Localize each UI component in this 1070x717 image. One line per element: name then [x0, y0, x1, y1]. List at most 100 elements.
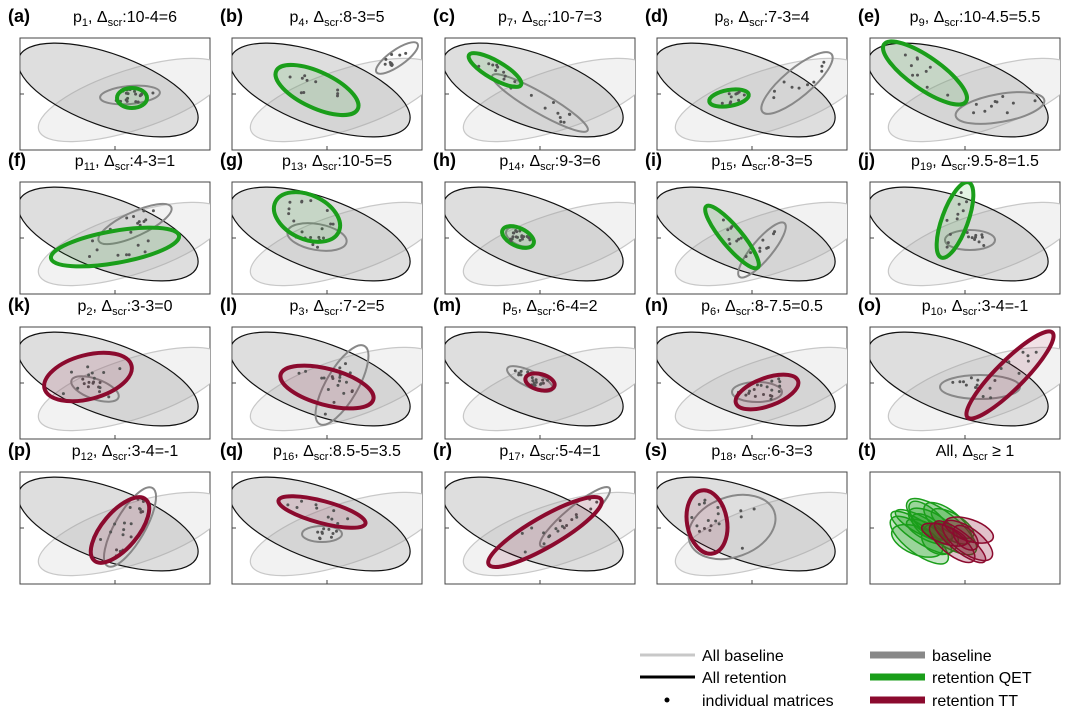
- title-part: 14: [508, 161, 520, 173]
- matrix-dot: [1001, 95, 1005, 99]
- panel-title: p3, Δscr:7-2=5: [289, 298, 384, 318]
- matrix-dot: [822, 60, 826, 64]
- matrix-dot: [338, 366, 342, 370]
- matrix-dot: [546, 378, 550, 382]
- retention-qet: [930, 507, 975, 539]
- matrix-dot: [318, 536, 322, 540]
- matrix-dot: [311, 243, 315, 247]
- matrix-dot: [297, 371, 301, 375]
- matrix-dot: [314, 80, 318, 84]
- matrix-dot: [336, 383, 340, 387]
- matrix-dot: [1007, 360, 1011, 364]
- baseline: [301, 525, 343, 543]
- matrix-dot: [957, 202, 961, 206]
- title-part: p: [77, 298, 86, 315]
- title-part: p: [289, 9, 298, 26]
- matrix-dot: [748, 389, 752, 393]
- matrix-dot: [300, 199, 304, 203]
- matrix-dot: [325, 209, 329, 213]
- title-part: p: [73, 9, 82, 26]
- matrix-dot: [330, 375, 334, 379]
- matrix-dot: [565, 524, 569, 528]
- panel-title: p9, Δscr:10-4.5=5.5: [910, 9, 1041, 29]
- all-baseline: [249, 346, 422, 432]
- matrix-dot: [777, 377, 781, 381]
- matrix-dot: [558, 519, 562, 523]
- matrix-dot: [519, 373, 523, 377]
- title-part: All, Δ: [936, 443, 974, 460]
- matrix-dot: [982, 244, 986, 248]
- panel-plot: [445, 476, 635, 577]
- panel: [656, 181, 848, 295]
- matrix-dot: [95, 248, 99, 252]
- all-retention: [870, 42, 1049, 138]
- title-part: 1: [82, 17, 88, 29]
- matrix-dot: [993, 378, 997, 382]
- matrix-dot: [541, 381, 545, 385]
- matrix-dot: [720, 101, 724, 105]
- matrix-dot: [690, 516, 694, 520]
- matrix-dot: [1026, 354, 1030, 358]
- panel: [869, 181, 1061, 295]
- all-retention: [657, 331, 836, 427]
- matrix-dot: [695, 524, 699, 528]
- retention: [486, 495, 604, 569]
- matrix-dot: [790, 85, 794, 89]
- matrix-dot: [961, 209, 965, 213]
- matrix-dot: [728, 242, 732, 246]
- matrix-dot: [965, 200, 969, 204]
- matrix-dot: [321, 236, 325, 240]
- retention: [273, 62, 361, 118]
- title-part: , Δ: [294, 443, 314, 460]
- matrix-dot: [716, 505, 720, 509]
- matrix-dot: [124, 98, 128, 102]
- title-part: :6-4=2: [552, 298, 598, 315]
- matrix-dot: [752, 507, 756, 511]
- matrix-dot: [287, 207, 291, 211]
- matrix-dot: [703, 498, 707, 502]
- all-baseline: [462, 346, 635, 432]
- baseline: [944, 229, 996, 251]
- matrix-dot: [502, 70, 506, 74]
- matrix-dot: [735, 239, 739, 243]
- baseline: [687, 493, 777, 561]
- matrix-dot: [136, 243, 140, 247]
- matrix-dot: [102, 370, 106, 374]
- matrix-dot: [752, 387, 756, 391]
- title-part: :8-3=5: [767, 153, 813, 170]
- panel-letter: (m): [433, 295, 461, 315]
- all-baseline: [462, 491, 635, 577]
- legend-label: All retention: [702, 670, 787, 687]
- matrix-dot: [1034, 350, 1038, 354]
- baseline: [314, 344, 370, 426]
- matrix-dot: [523, 550, 527, 554]
- matrix-dot: [109, 530, 113, 534]
- title-part: , Δ: [304, 9, 324, 26]
- panel-letter: (f): [8, 150, 26, 170]
- title-part: :7-3=4: [764, 9, 810, 26]
- matrix-dot: [945, 218, 949, 222]
- matrix-dot: [1017, 371, 1021, 375]
- panel-plot: [232, 331, 422, 432]
- title-part: scr: [324, 17, 339, 29]
- matrix-dot: [714, 519, 718, 523]
- matrix-dot: [542, 531, 546, 535]
- matrix-dot: [142, 209, 146, 213]
- all-baseline: [674, 491, 847, 577]
- title-part: , Δ: [88, 9, 108, 26]
- matrix-dot: [519, 369, 523, 373]
- matrix-dot: [151, 91, 155, 95]
- matrix-dot: [726, 228, 730, 232]
- matrix-dot: [967, 235, 971, 239]
- matrix-dot: [547, 535, 551, 539]
- title-part: scr: [736, 306, 751, 318]
- matrix-dot: [976, 378, 980, 382]
- matrix-dot: [820, 64, 824, 68]
- matrix-dot: [989, 104, 993, 108]
- matrix-dot: [999, 367, 1003, 371]
- matrix-dot: [974, 102, 978, 106]
- title-part: , Δ: [521, 443, 541, 460]
- matrix-dot: [749, 251, 753, 255]
- matrix-dot: [302, 91, 306, 95]
